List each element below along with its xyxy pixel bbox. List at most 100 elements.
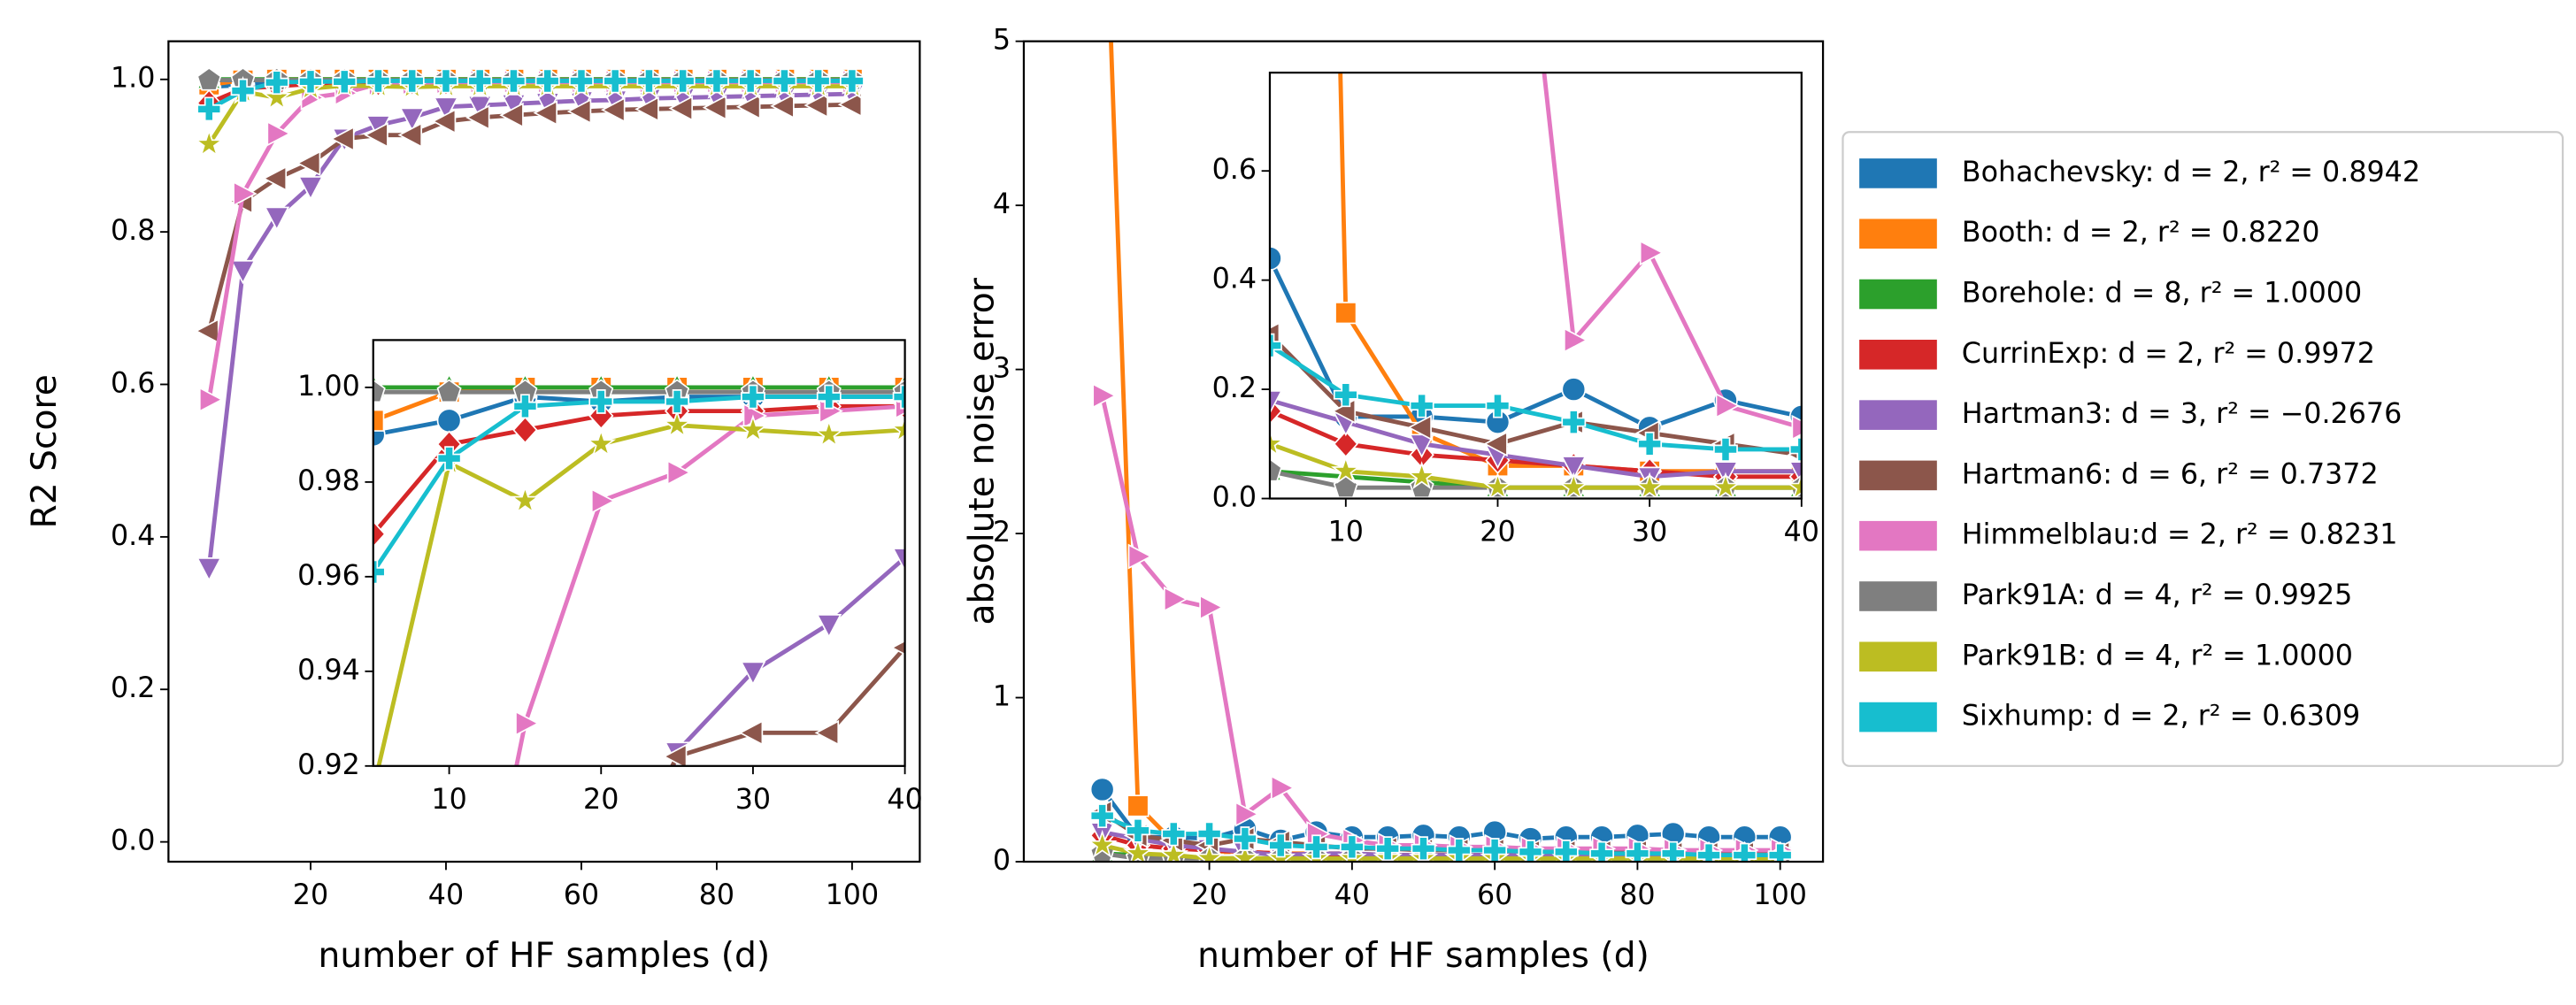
marker bbox=[1269, 428, 1285, 457]
marker bbox=[1045, 530, 1068, 552]
marker bbox=[1805, 386, 1828, 409]
marker bbox=[1234, 801, 1260, 827]
x-tick-label: 100 bbox=[826, 879, 880, 911]
marker bbox=[670, 68, 696, 94]
x-axis-label: number of HF samples (d) bbox=[1197, 936, 1649, 976]
marker bbox=[1199, 595, 1224, 620]
marker bbox=[1092, 382, 1117, 409]
x-tick-label: 30 bbox=[1632, 517, 1667, 549]
marker bbox=[1348, 560, 1370, 583]
axes-frame bbox=[1268, 71, 1803, 500]
marker bbox=[1333, 382, 1358, 408]
marker bbox=[1045, 386, 1068, 409]
series-line bbox=[206, 102, 852, 332]
legend-frame bbox=[1842, 131, 2564, 767]
marker bbox=[1634, 472, 1665, 499]
y-tick-label: 1.00 bbox=[297, 371, 360, 403]
y-tick-label: 0.98 bbox=[297, 465, 360, 497]
marker bbox=[1123, 838, 1153, 863]
marker bbox=[1089, 803, 1115, 829]
series-line bbox=[1269, 441, 1802, 490]
legend-label: CurrinExp: d = 2, r² = 0.9972 bbox=[1962, 338, 2375, 370]
legend-label: Booth: d = 2, r² = 0.8220 bbox=[1962, 217, 2320, 249]
marker bbox=[196, 557, 222, 582]
marker bbox=[770, 93, 795, 119]
marker bbox=[1407, 414, 1432, 441]
y-tick-label: 0.0 bbox=[111, 825, 155, 857]
marker bbox=[1230, 842, 1260, 863]
marker bbox=[1087, 829, 1118, 858]
marker bbox=[1163, 586, 1188, 612]
marker bbox=[662, 743, 688, 766]
y-tick-label: 2 bbox=[993, 517, 1011, 549]
marker bbox=[433, 96, 459, 121]
marker bbox=[1805, 389, 1828, 415]
plot-area bbox=[194, 65, 867, 582]
marker bbox=[1576, 546, 1598, 569]
x-tick-label: 60 bbox=[1477, 879, 1512, 911]
marker bbox=[1713, 437, 1738, 462]
marker bbox=[515, 710, 540, 737]
y-tick-label: 1.0 bbox=[111, 63, 155, 95]
y-tick-label: 0.92 bbox=[297, 749, 360, 781]
legend-label: Bohachevsky: d = 2, r² = 0.8942 bbox=[1962, 157, 2420, 188]
marker bbox=[1375, 836, 1401, 862]
marker bbox=[510, 485, 541, 514]
legend-swatch bbox=[1859, 279, 1937, 310]
legend-swatch bbox=[1859, 581, 1937, 611]
marker bbox=[1589, 840, 1615, 863]
y-tick-label: 0.4 bbox=[111, 520, 155, 552]
marker bbox=[1715, 393, 1741, 419]
marker bbox=[1233, 826, 1257, 851]
marker bbox=[586, 428, 617, 457]
series-line bbox=[1269, 257, 1802, 430]
marker bbox=[467, 68, 493, 94]
marker bbox=[1089, 777, 1115, 802]
inset-axes: 10 20 30 400.920.940.960.981.00 bbox=[297, 339, 1828, 816]
y-tick-label: 3 bbox=[993, 353, 1011, 385]
marker bbox=[399, 68, 425, 94]
marker bbox=[772, 68, 797, 94]
x-tick-label: 20 bbox=[1480, 517, 1515, 549]
marker bbox=[1711, 472, 1741, 499]
x-tick-label: 20 bbox=[1191, 879, 1226, 911]
marker bbox=[666, 459, 692, 486]
marker bbox=[196, 96, 222, 122]
marker bbox=[740, 661, 766, 687]
marker bbox=[704, 68, 729, 94]
axes: 20 40 60 80 100 0.0 0.2 0.4 0.6 0.8 1.0 bbox=[111, 40, 921, 911]
marker bbox=[1805, 375, 1828, 397]
marker bbox=[1272, 565, 1294, 588]
marker bbox=[1637, 431, 1663, 456]
marker bbox=[1482, 472, 1513, 499]
marker bbox=[665, 389, 689, 414]
marker bbox=[373, 559, 386, 585]
marker bbox=[735, 94, 761, 120]
y-tick-label: 0.94 bbox=[297, 655, 360, 687]
legend-label: Park91B: d = 4, r² = 1.0000 bbox=[1962, 640, 2353, 671]
marker bbox=[230, 259, 256, 285]
marker bbox=[196, 66, 222, 91]
marker bbox=[1561, 377, 1587, 402]
marker bbox=[1732, 842, 1757, 863]
marker bbox=[892, 384, 905, 410]
marker bbox=[1696, 842, 1721, 863]
marker bbox=[297, 176, 324, 201]
x-tick-label: 60 bbox=[564, 879, 599, 911]
legend-swatch bbox=[1859, 702, 1937, 733]
y-tick-label: 0.8 bbox=[111, 215, 155, 247]
marker bbox=[233, 180, 258, 207]
marker bbox=[601, 96, 626, 123]
marker bbox=[330, 126, 355, 152]
legend-label: Hartman3: d = 3, r² = −0.2676 bbox=[1962, 398, 2402, 430]
marker bbox=[603, 68, 628, 94]
series-line bbox=[373, 395, 905, 573]
marker bbox=[1127, 794, 1150, 817]
axes-frame bbox=[167, 40, 921, 863]
marker bbox=[1331, 456, 1361, 484]
marker bbox=[373, 520, 386, 549]
legend-swatch bbox=[1859, 340, 1937, 370]
marker bbox=[1269, 457, 1283, 482]
marker bbox=[1196, 417, 1222, 441]
